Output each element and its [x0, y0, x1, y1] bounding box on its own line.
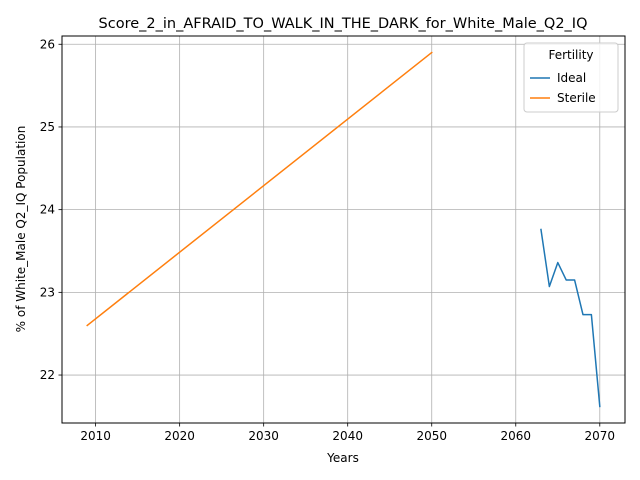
legend-title: Fertility — [548, 48, 593, 62]
legend: Fertility Ideal Sterile — [523, 42, 619, 113]
legend-entries: Ideal Sterile — [530, 71, 596, 105]
x-tick-label: 2020 — [164, 429, 195, 443]
x-tick-label: 2070 — [585, 429, 616, 443]
axis-layer: 2010 2020 2030 2040 2050 2060 2070 22 23 24 25 26 — [40, 37, 615, 443]
x-tick-label: 2040 — [332, 429, 363, 443]
series-line-ideal — [540, 228, 601, 408]
x-tick-label: 2010 — [80, 429, 111, 443]
y-tick-label: 24 — [40, 203, 55, 217]
legend-label-sterile: Sterile — [557, 91, 596, 105]
plot-frame — [61, 35, 626, 424]
grid-layer — [62, 36, 625, 423]
y-axis-label: % of White_Male Q2_IQ Population — [14, 126, 28, 333]
x-tick-label: 2050 — [416, 429, 447, 443]
y-tick-label: 22 — [40, 368, 55, 382]
series-layer — [86, 51, 601, 408]
legend-label-ideal: Ideal — [557, 71, 586, 85]
x-tick-label: 2030 — [248, 429, 279, 443]
y-tick-label: 23 — [40, 285, 55, 299]
x-axis-label: Years — [326, 451, 359, 465]
y-tick-label: 25 — [40, 120, 55, 134]
y-tick-label: 26 — [40, 37, 55, 51]
x-tick-label: 2060 — [500, 429, 531, 443]
series-line-sterile — [86, 51, 433, 327]
legend-box — [523, 42, 619, 113]
chart-title: Score_2_in_AFRAID_TO_WALK_IN_THE_DARK_fo… — [99, 16, 588, 32]
